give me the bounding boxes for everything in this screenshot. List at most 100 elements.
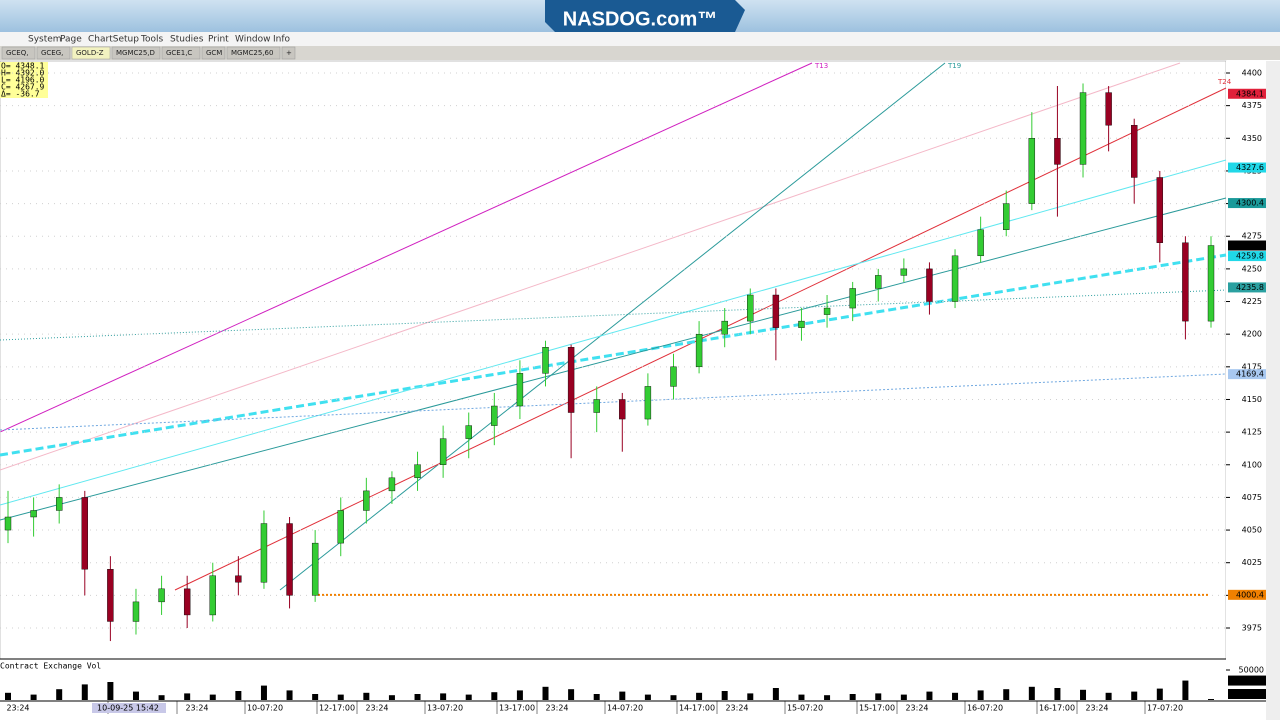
candle-body: [593, 399, 600, 413]
volume-bar: [1156, 688, 1163, 700]
candle-body: [439, 438, 447, 465]
candle-body: [363, 490, 370, 511]
candle-body: [311, 542, 319, 596]
y-tick-label: 4375: [1242, 101, 1262, 110]
menu-item[interactable]: Tools: [140, 35, 163, 45]
volume-bar: [900, 694, 907, 700]
tab[interactable]: [226, 46, 281, 60]
candle-body: [670, 366, 677, 387]
volume-bar: [696, 692, 703, 700]
tab[interactable]: [36, 46, 71, 60]
volume-bar: [56, 689, 63, 700]
y-tick-label: 4025: [1242, 558, 1262, 567]
volume-bar: [286, 690, 293, 700]
menu-item[interactable]: Window: [235, 35, 271, 45]
time-label: 10-07:20: [247, 704, 283, 713]
tab[interactable]: [111, 46, 161, 60]
volume-bar: [926, 691, 933, 700]
price-label-box: [1228, 282, 1266, 293]
volume-bar: [875, 693, 882, 700]
volume-label: 32389: [1239, 676, 1264, 685]
candle-body: [1131, 125, 1138, 178]
price-label: 4384.1: [1236, 89, 1264, 98]
volume-bar: [568, 689, 575, 700]
volume-bar: [1105, 692, 1112, 700]
candle-body: [260, 523, 268, 583]
tab[interactable]: [161, 46, 201, 60]
y-tick-label: 3975: [1242, 624, 1262, 633]
y-tick-label: 4400: [1242, 69, 1262, 78]
volume-bar: [849, 694, 856, 700]
volume-bar: [670, 695, 677, 700]
candle-body: [823, 307, 831, 315]
y-tick-label: 4100: [1242, 460, 1262, 469]
ohlc-box: [0, 62, 48, 98]
time-label: 23:24: [1085, 704, 1108, 713]
tab-label: +: [286, 49, 292, 57]
volume-bar: [235, 691, 242, 700]
time-label: 23:24: [6, 704, 29, 713]
volume-bar: [414, 694, 421, 700]
volume-bar: [747, 693, 754, 700]
price-label: 4300.4: [1236, 199, 1264, 208]
candle-body: [772, 294, 780, 328]
candle-body: [388, 477, 396, 492]
y-tick-label: 4275: [1242, 232, 1262, 241]
tab[interactable]: [281, 46, 296, 60]
candle-body: [747, 294, 754, 322]
volume-bar: [209, 694, 216, 700]
price-label-box: [1228, 88, 1266, 99]
candle-body: [516, 373, 524, 407]
volume-bar: [260, 685, 267, 700]
candle-body: [183, 588, 191, 616]
tab[interactable]: [201, 46, 226, 60]
volume-label-box: [1228, 689, 1266, 699]
time-highlight: [92, 703, 166, 713]
candle-body: [1182, 242, 1189, 322]
volume-bar: [542, 686, 549, 700]
menu-item[interactable]: Info: [273, 35, 291, 45]
candle-body: [132, 601, 140, 622]
tab-label: MGMC25,D: [116, 49, 155, 57]
tab[interactable]: [71, 46, 111, 60]
volume-bar: [977, 690, 984, 700]
ohlc-line: L= 4196.0: [1, 76, 45, 85]
trend-line: [0, 373, 1227, 431]
candle-body: [4, 516, 12, 531]
price-label-box: [1228, 589, 1266, 600]
y-tick-label: 4225: [1242, 297, 1262, 306]
volume-bar: [1003, 689, 1010, 700]
candle-body: [619, 399, 626, 420]
tab-label: GCE1,C: [166, 49, 192, 57]
volume-bar: [952, 692, 959, 700]
menu-item[interactable]: Studies: [170, 35, 204, 45]
volume-tick-label: 50000: [1239, 666, 1264, 675]
time-label: 16-17:00: [1039, 704, 1075, 713]
price-label: 4267.9: [1236, 241, 1264, 250]
tab-label: GCEQ,: [6, 49, 28, 57]
candle-body: [542, 347, 549, 374]
menu-item[interactable]: ChartSetup: [88, 35, 139, 45]
volume-bar: [772, 688, 779, 700]
time-label: 12-17:00: [319, 704, 355, 713]
menu-item[interactable]: Page: [60, 35, 82, 45]
tab-label: GCEG,: [41, 49, 63, 57]
volume-bar: [440, 693, 447, 700]
volume-bar: [337, 694, 344, 700]
price-label: 4169.4: [1236, 370, 1264, 379]
menu-item[interactable]: Print: [208, 35, 229, 45]
volume-bar: [1080, 689, 1087, 700]
y-tick-label: 4125: [1242, 428, 1262, 437]
volume-bar: [1182, 680, 1189, 700]
volume-bar: [30, 694, 37, 700]
candle-body: [55, 497, 63, 511]
trend-line: [0, 289, 1227, 341]
volume-bar: [158, 695, 165, 700]
volume-bar: [593, 694, 600, 700]
tab[interactable]: [1, 46, 36, 60]
time-label: 14-07:20: [607, 704, 643, 713]
y-tick-label: 4250: [1242, 264, 1262, 273]
volume-bar: [465, 694, 472, 700]
menu-item[interactable]: System: [28, 35, 62, 45]
candle-body: [951, 255, 959, 302]
